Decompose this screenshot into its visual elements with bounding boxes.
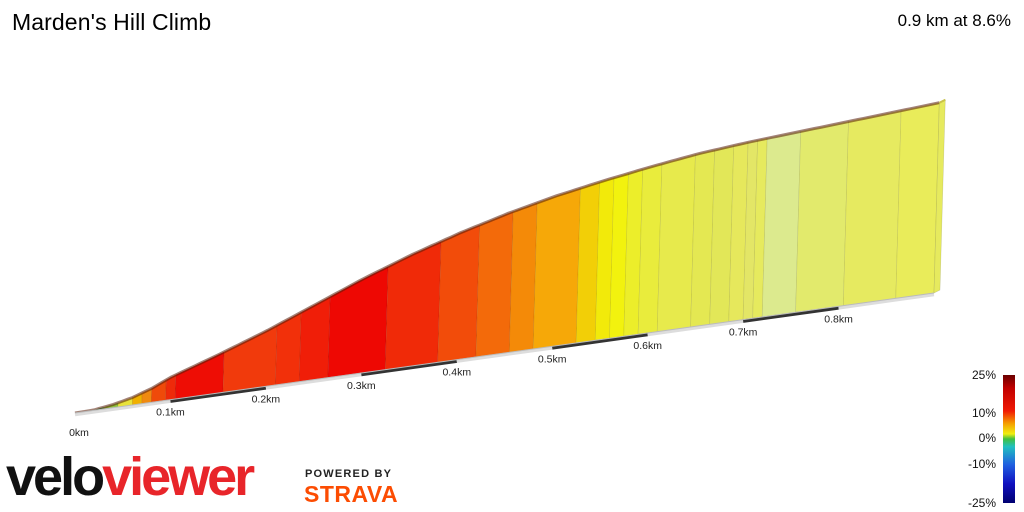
distance-tick-label: 0.4km — [442, 367, 471, 379]
profile-edges — [74, 98, 946, 415]
legend-color-bar — [1003, 375, 1015, 503]
gradient-segment — [508, 202, 538, 353]
gradient-segment — [437, 224, 480, 363]
distance-tick-labels: 0km 0.1km 0.2km 0.3km 0.4km 0.5km 0.6km 0.7km 0.… — [69, 313, 853, 439]
distance-band — [456, 346, 553, 363]
gradient-segment — [384, 241, 442, 371]
legend-label: -25% — [968, 496, 996, 510]
distance-tick-label: 0km — [69, 427, 89, 439]
gradient-legend: 25% 10% 0% -10% -25% — [968, 368, 1015, 510]
distance-tick-label: 0.3km — [347, 380, 376, 392]
gradient-segment — [656, 154, 696, 333]
legend-label: -10% — [968, 457, 996, 471]
gradient-segment — [895, 102, 940, 299]
logo-velo: velo — [6, 447, 105, 507]
distance-tick-label: 0.5km — [538, 353, 567, 365]
logo-viewer: viewer — [102, 447, 255, 507]
distance-band — [74, 399, 171, 417]
distance-tick-label: 0.1km — [156, 407, 185, 419]
distance-band — [742, 306, 839, 323]
distance-tick-label: 0.8km — [824, 313, 853, 325]
gradient-segment — [174, 351, 225, 400]
distance-band — [838, 292, 935, 310]
powered-by-text: POWERED BY — [305, 468, 393, 480]
climb-summary: 0.9 km at 8.6% — [897, 11, 1011, 30]
gradient-segments — [74, 102, 940, 414]
gradient-segment — [842, 110, 902, 307]
gradient-segment — [761, 131, 802, 318]
distance-tick-label: 0.7km — [729, 327, 758, 339]
strava-logo: STRAVA — [304, 481, 399, 507]
distance-tick-label: 0.6km — [633, 340, 662, 352]
page-title: Marden's Hill Climb — [12, 9, 212, 35]
gradient-segment — [222, 324, 278, 393]
distance-tick-label: 0.2km — [252, 393, 281, 405]
gradient-segment — [532, 187, 581, 350]
gradient-segment — [795, 121, 849, 313]
profile-ridge — [74, 101, 940, 415]
distance-band — [551, 332, 648, 350]
veloviewer-logo: veloviewer — [6, 447, 255, 507]
gradient-segment — [475, 211, 514, 358]
legend-label: 10% — [972, 406, 996, 420]
profile-end-cap — [938, 98, 946, 104]
distance-band — [170, 386, 267, 403]
baseline — [74, 292, 935, 414]
distance-band — [361, 359, 458, 377]
legend-label: 0% — [979, 431, 997, 445]
distance-axis — [74, 292, 935, 417]
distance-band — [647, 319, 744, 337]
legend-label: 25% — [972, 368, 996, 382]
distance-band — [265, 372, 362, 390]
